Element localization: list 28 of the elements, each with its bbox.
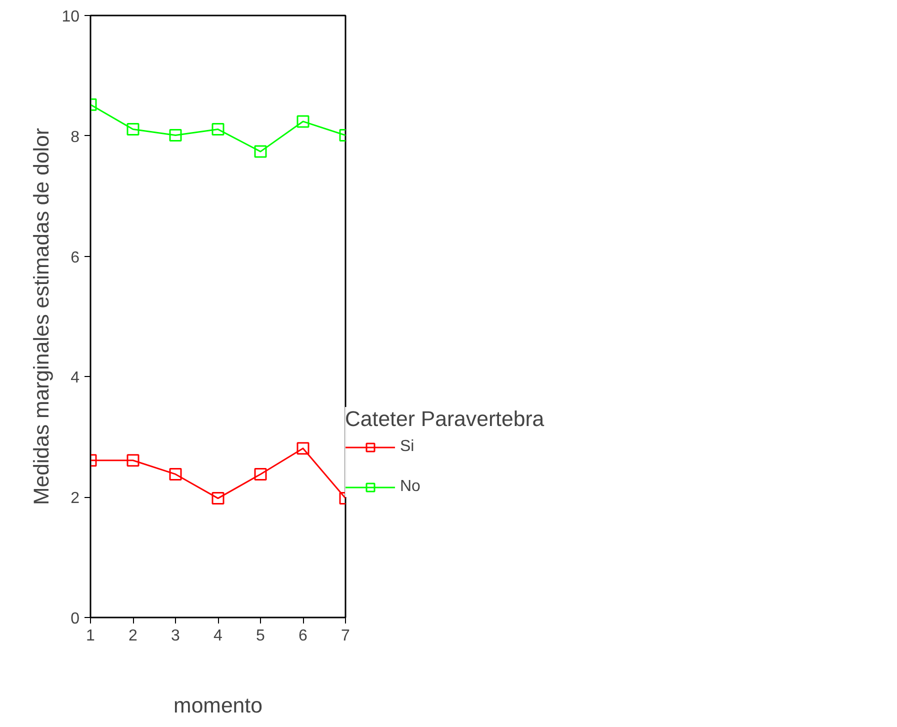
y-tick-label: 2: [70, 490, 80, 508]
point: [169, 468, 182, 480]
point: [212, 123, 224, 136]
y-tick-label: 6: [70, 249, 80, 266]
y-tick-label: 4: [70, 370, 80, 387]
x-tick-label: 3: [171, 628, 180, 644]
y-tick-label: 0: [70, 610, 80, 628]
y-axis-title: Medidas marginales estimadas de dolor: [30, 128, 54, 505]
x-axis-title: momento: [174, 694, 262, 718]
point: [254, 468, 267, 480]
point: [254, 145, 267, 158]
x-tick-label: 1: [86, 628, 96, 644]
point: [296, 442, 310, 455]
x-tick-label: 6: [298, 628, 308, 644]
x-tick-label: 7: [341, 628, 350, 644]
legend-label: Si: [400, 438, 416, 456]
x-tick-label: 2: [128, 628, 138, 644]
legend-label: No: [400, 478, 420, 496]
x-tick-label: 4: [214, 628, 223, 644]
y-tick-label: 10: [62, 8, 80, 26]
legend-title: Cateter Paravertebra: [345, 407, 544, 432]
x-tick-label: 5: [256, 628, 266, 644]
point: [169, 129, 182, 142]
point: [212, 492, 224, 505]
point: [296, 115, 310, 128]
point: [126, 123, 140, 136]
y-tick-label: 8: [70, 128, 80, 146]
point: [126, 454, 140, 467]
